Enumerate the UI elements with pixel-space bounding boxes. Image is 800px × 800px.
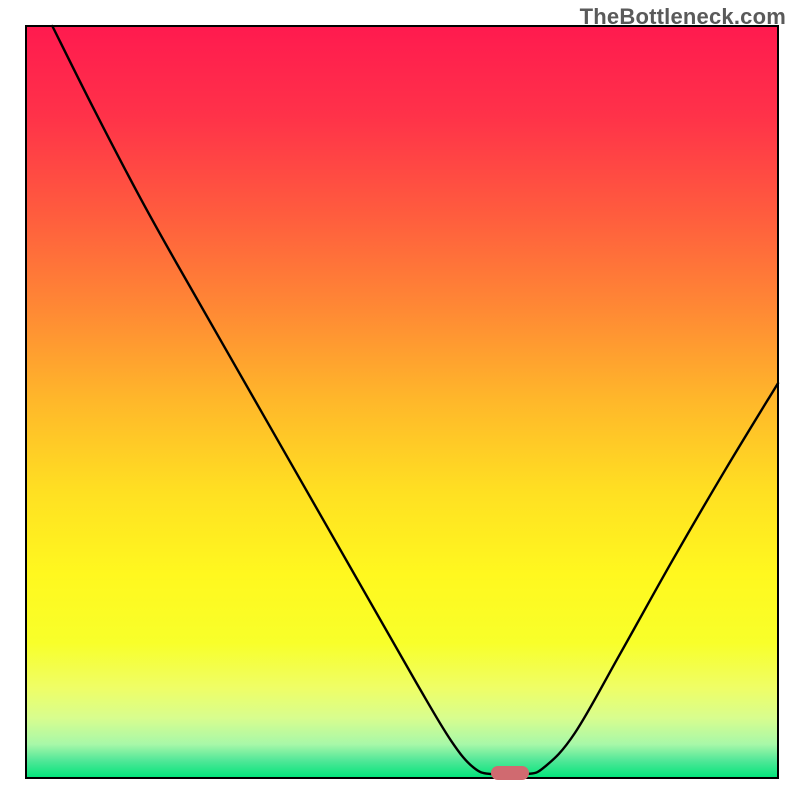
watermark-text: TheBottleneck.com <box>580 4 786 30</box>
optimal-marker <box>491 766 529 780</box>
bottleneck-curve <box>52 26 778 775</box>
curve-layer <box>0 0 800 800</box>
bottleneck-chart: TheBottleneck.com <box>0 0 800 800</box>
